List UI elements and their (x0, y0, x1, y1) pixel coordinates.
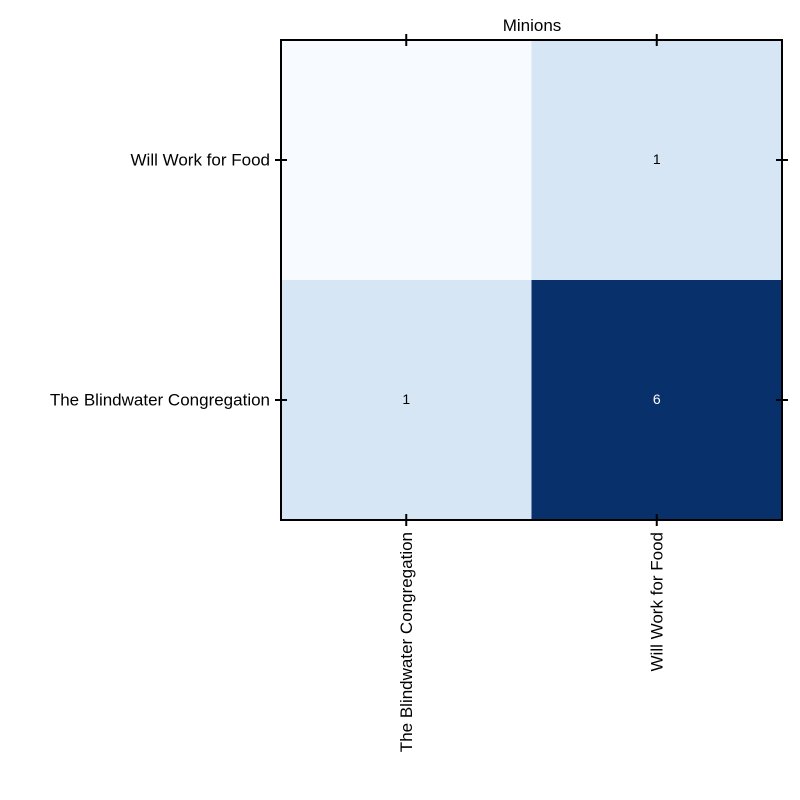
heatmap-cell-r1-c1 (531, 280, 783, 521)
heatmap-cell-labels: 1 1 6 (402, 151, 661, 407)
heatmap-cell-r1-c0 (281, 280, 532, 521)
cell-value-label-r0-c1: 1 (653, 151, 661, 167)
heatmap-cell-r0-c1 (531, 40, 783, 281)
heatmap-cell-r0-c0 (281, 40, 532, 281)
y-tick-label-1: The Blindwater Congregation (50, 391, 270, 410)
cell-value-label-r1-c1: 6 (653, 391, 661, 407)
x-tick-label-0: The Blindwater Congregation (397, 532, 416, 752)
cell-value-label-r1-c0: 1 (402, 391, 410, 407)
chart-title: Minions (503, 16, 562, 35)
x-tick-label-1: Will Work for Food (647, 532, 666, 672)
y-axis: Will Work for Food The Blindwater Congreg… (50, 151, 788, 410)
plot-frame (280, 39, 783, 521)
heatmap-cells (281, 40, 783, 521)
y-tick-label-0: Will Work for Food (131, 151, 271, 170)
x-axis: The Blindwater Congregation Will Work for… (397, 34, 666, 752)
